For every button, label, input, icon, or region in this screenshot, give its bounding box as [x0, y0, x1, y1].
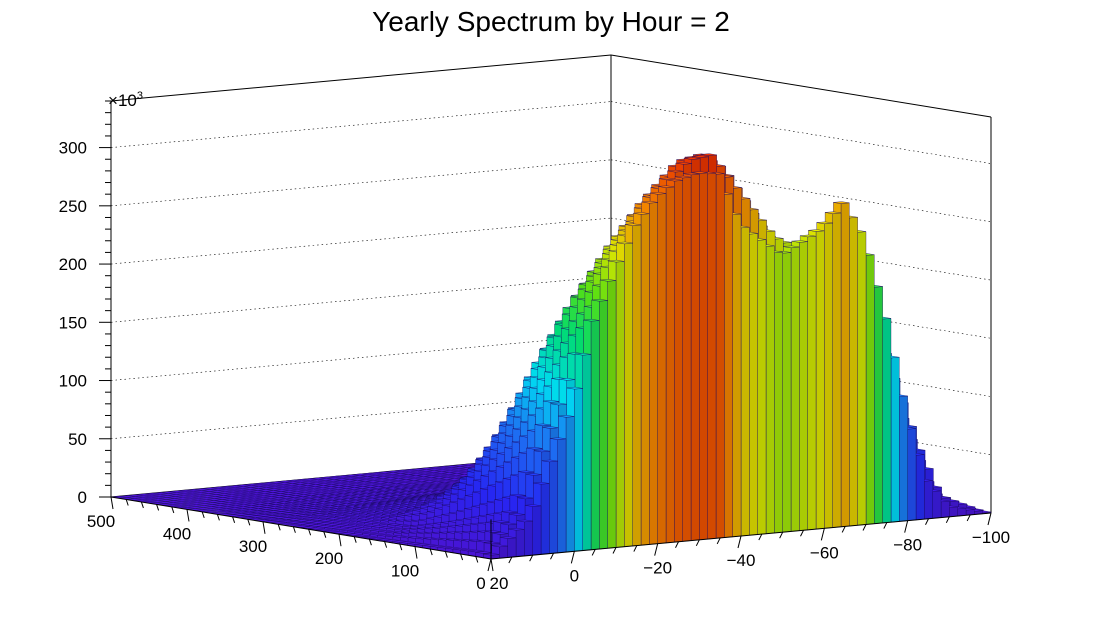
grid-line	[110, 275, 612, 323]
chart-title: Yearly Spectrum by Hour = 2	[372, 6, 730, 37]
grid-line	[610, 101, 992, 164]
grid-line	[110, 217, 612, 265]
frame-edge	[110, 54, 612, 102]
grid-line	[110, 101, 612, 148]
bars-layer	[110, 153, 992, 560]
frame-edge	[610, 54, 992, 118]
grid-line	[110, 159, 612, 207]
